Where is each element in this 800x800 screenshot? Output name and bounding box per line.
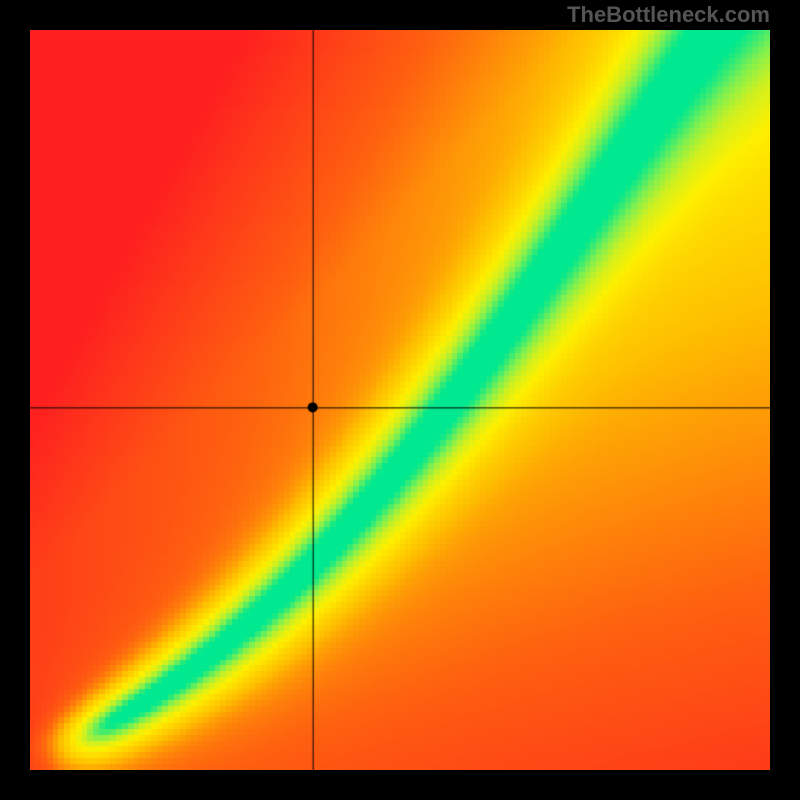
watermark-text: TheBottleneck.com xyxy=(567,2,770,28)
figure-frame: TheBottleneck.com xyxy=(0,0,800,800)
bottleneck-heatmap xyxy=(30,30,770,770)
